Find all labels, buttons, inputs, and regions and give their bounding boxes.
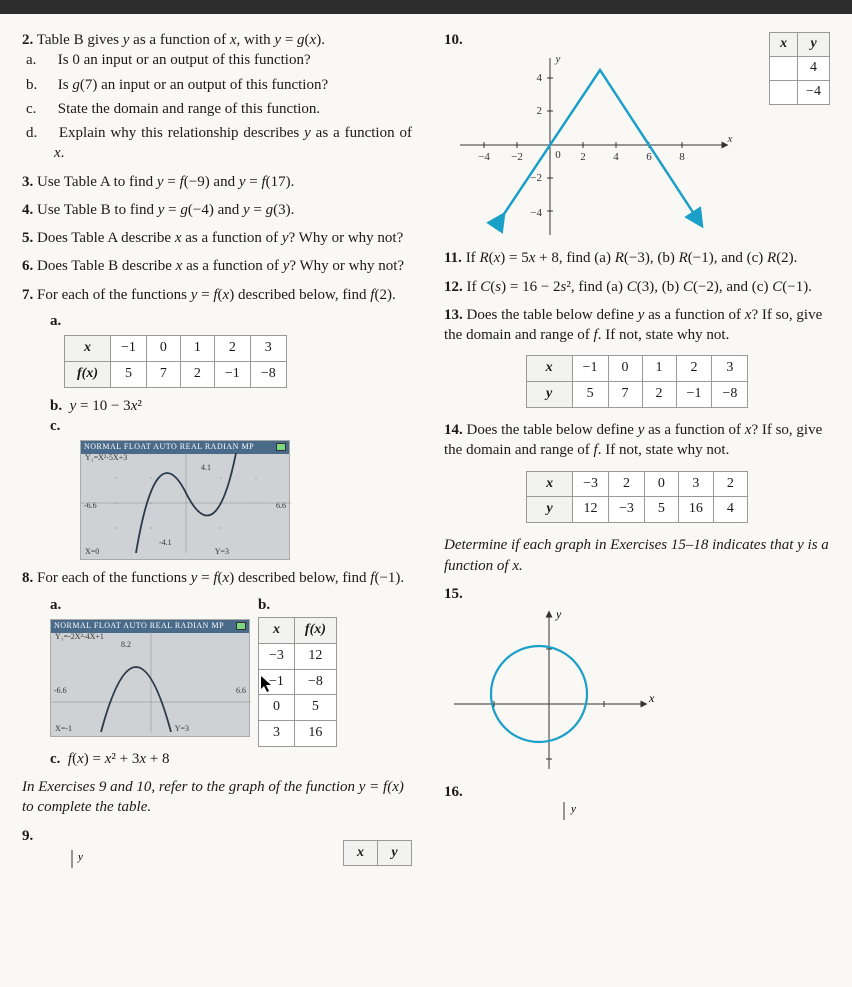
question-12: 12. If C(s) = 16 − 2s², find (a) C(3), (… (444, 277, 830, 297)
q2-d: d. Explain why this relationship describ… (22, 123, 412, 164)
q7a-x3: 2 (214, 336, 250, 362)
left-column: 2. Table B gives y as a function of x, w… (22, 30, 412, 876)
q9-xy-table: xy (343, 840, 412, 867)
q9-axis-stub: y (22, 850, 122, 868)
right-column: 10. (444, 30, 830, 876)
question-14: 14. Does the table below define y as a f… (444, 420, 830, 523)
question-9: 9. y (22, 826, 329, 868)
battery-icon (236, 622, 246, 630)
question-15: 15. x y (444, 584, 830, 774)
q2-b: b. Is g(7) an input or an output of this… (22, 75, 412, 95)
q2-a-text: Is 0 an input or an output of this funct… (58, 52, 311, 68)
qnum-10: 10. (444, 32, 463, 48)
q16-y-label: y (570, 803, 576, 815)
q7a-x-label: x (65, 336, 111, 362)
q8b-h1: f(x) (294, 617, 336, 643)
q7a-f4: −8 (250, 361, 286, 387)
question-6: 6. Does Table B describe x as a function… (22, 256, 412, 276)
question-11: 11. If R(x) = 5x + 8, find (a) R(−3), (b… (444, 248, 830, 268)
q10-table: xy 4 −4 (769, 28, 830, 113)
svg-text:−4: −4 (530, 207, 542, 219)
calc-curve-8a (51, 632, 251, 732)
q13-table: x −10 12 3 y 57 2−1 −8 (526, 355, 749, 408)
q8-a: a. NORMAL FLOAT AUTO REAL RADIAN MP Y₁=-… (50, 595, 250, 763)
svg-text:4: 4 (613, 151, 619, 163)
q7-c: c. NORMAL FLOAT AUTO REAL RADIAN MP Y₁=X… (22, 416, 412, 560)
question-7: 7. For each of the functions y = f(x) de… (22, 285, 412, 561)
svg-text:y: y (77, 851, 83, 863)
qnum-2: 2. (22, 32, 33, 48)
q7a-f2: 2 (180, 361, 214, 387)
page-content: 2. Table B gives y as a function of x, w… (0, 14, 852, 886)
q8b-h0: x (259, 617, 295, 643)
q16-axis-stub: y (504, 802, 624, 820)
cursor-icon (260, 675, 274, 693)
svg-text:2: 2 (580, 151, 586, 163)
question-2: 2. Table B gives y as a function of x, w… (22, 30, 412, 164)
bridge-9-10: In Exercises 9 and 10, refer to the grap… (22, 777, 412, 818)
bridge-15-18: Determine if each graph in Exercises 15–… (444, 535, 830, 576)
svg-text:8: 8 (679, 151, 685, 163)
q2-a: a. Is 0 an input or an output of this fu… (22, 50, 412, 70)
q14-table: x −32 03 2 y 12−3 516 4 (526, 471, 748, 524)
q10-graph: −4−2 0 24 68 42 −2−4 x y (450, 50, 740, 240)
question-10: 10. (444, 30, 830, 240)
q8-calc-screenshot: NORMAL FLOAT AUTO REAL RADIAN MP Y₁=-2X²… (50, 619, 250, 737)
calc-header: NORMAL FLOAT AUTO REAL RADIAN MP (81, 441, 289, 454)
q7a-x0: −1 (111, 336, 147, 362)
q7-a: a. x −1 0 1 2 3 f(x) 5 7 2 −1 −8 (22, 311, 412, 388)
question-8: 8. For each of the functions y = f(x) de… (22, 568, 412, 769)
question-3: 3. Use Table A to find y = f(−9) and y =… (22, 172, 412, 192)
question-9-row: 9. y xy (22, 826, 412, 876)
question-5: 5. Does Table A describe x as a function… (22, 228, 412, 248)
svg-text:y: y (555, 607, 562, 621)
q15-graph: x y (444, 604, 664, 774)
question-16: 16. y (444, 782, 830, 820)
svg-text:−4: −4 (478, 151, 490, 163)
svg-text:x: x (727, 133, 733, 145)
window-topbar (0, 0, 852, 14)
q7-b: b. y = 10 − 3x² (22, 396, 412, 416)
svg-text:−2: −2 (511, 151, 523, 163)
q7a-fx-label: f(x) (65, 361, 111, 387)
q7a-f3: −1 (214, 361, 250, 387)
svg-text:0: 0 (555, 149, 561, 161)
q7-calc-screenshot: NORMAL FLOAT AUTO REAL RADIAN MP Y₁=X³-5… (80, 440, 290, 560)
battery-icon (276, 443, 286, 451)
q2-c-text: State the domain and range of this funct… (58, 101, 320, 117)
question-4: 4. Use Table B to find y = g(−4) and y =… (22, 200, 412, 220)
q7a-x2: 1 (180, 336, 214, 362)
q7a-x4: 3 (250, 336, 286, 362)
q7a-f1: 7 (146, 361, 180, 387)
q2-c: c. State the domain and range of this fu… (22, 99, 412, 119)
svg-text:x: x (648, 691, 655, 705)
q7a-x1: 0 (146, 336, 180, 362)
svg-text:6: 6 (646, 151, 652, 163)
svg-text:4: 4 (537, 72, 543, 84)
svg-text:2: 2 (537, 105, 543, 117)
q7a-f0: 5 (111, 361, 147, 387)
question-13: 13. Does the table below define y as a f… (444, 305, 830, 408)
svg-text:y: y (555, 53, 561, 65)
calc-curve-7c (81, 453, 291, 553)
q7-table-a: x −1 0 1 2 3 f(x) 5 7 2 −1 −8 (64, 335, 287, 388)
calc-header-8: NORMAL FLOAT AUTO REAL RADIAN MP (51, 620, 249, 633)
